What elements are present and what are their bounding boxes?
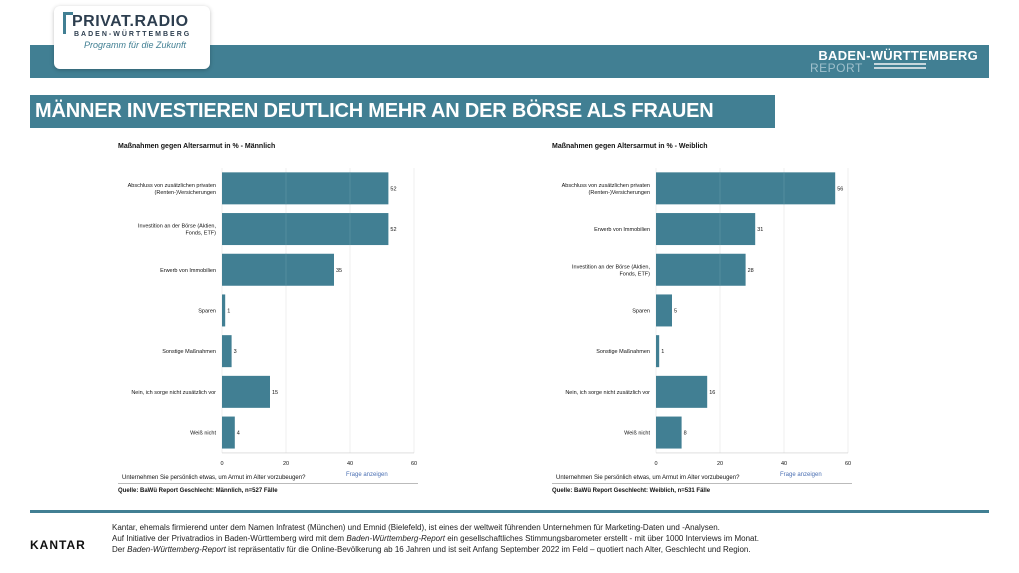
data-label: 31 xyxy=(757,227,763,233)
bar xyxy=(222,253,334,286)
data-label: 35 xyxy=(336,268,342,274)
logo-tagline: Programm für die Zukunft xyxy=(84,40,187,50)
category-label: Sparen xyxy=(632,308,650,314)
tick-label: 0 xyxy=(220,461,223,467)
footer-line-2: Auf Initiative der Privatradios in Baden… xyxy=(112,534,759,543)
category-label: Fonds, ETF) xyxy=(185,231,216,237)
page-headline: MÄNNER INVESTIEREN DEUTLICH MEHR AN DER … xyxy=(30,95,775,128)
data-label: 15 xyxy=(272,390,278,396)
logo-subtitle: BADEN-WÜRTTEMBERG xyxy=(74,31,192,38)
category-label: (Renten-)Versicherungen xyxy=(155,190,216,196)
footer-line-3: Der Baden-Württemberg-Report ist repräse… xyxy=(112,545,751,554)
bar xyxy=(656,253,746,286)
category-label: Nein, ich sorge nicht zusätzlich vor xyxy=(131,390,216,396)
tick-label: 60 xyxy=(411,461,417,467)
bar xyxy=(656,172,836,205)
data-label: 5 xyxy=(674,308,677,314)
data-label: 52 xyxy=(390,227,396,233)
data-label: 1 xyxy=(661,349,664,355)
chart-panel-female: Maßnahmen gegen Altersarmut in % - Weibl… xyxy=(552,140,852,500)
bar xyxy=(656,294,672,327)
category-label: Sonstige Maßnahmen xyxy=(162,349,216,355)
tick-label: 60 xyxy=(845,461,851,467)
footer-line-1: Kantar, ehemals firmierend unter dem Nam… xyxy=(112,523,720,532)
report-lines-icon xyxy=(874,63,926,71)
bar xyxy=(222,416,235,449)
category-label: Sonstige Maßnahmen xyxy=(596,349,650,355)
data-label: 3 xyxy=(234,349,237,355)
data-label: 1 xyxy=(227,308,230,314)
show-question-link[interactable]: Frage anzeigen xyxy=(346,472,388,478)
category-label: Investition an der Börse (Aktien, xyxy=(572,264,650,270)
data-label: 16 xyxy=(709,390,715,396)
data-label: 28 xyxy=(748,268,754,274)
bar xyxy=(656,213,756,246)
chart-source: Quelle: BaWü Report Geschlecht: Weiblich… xyxy=(552,488,711,494)
report-subtitle: REPORT xyxy=(810,61,863,75)
chart-question: Unternehmen Sie persönlich etwas, um Arm… xyxy=(122,475,306,481)
chart-question: Unternehmen Sie persönlich etwas, um Arm… xyxy=(556,475,740,481)
category-label: (Renten-)Versicherungen xyxy=(589,190,650,196)
footer-divider xyxy=(30,510,989,513)
chart-title: Maßnahmen gegen Altersarmut in % - Weibl… xyxy=(552,143,708,150)
category-label: Investition an der Börse (Aktien, xyxy=(138,224,216,230)
tick-label: 40 xyxy=(781,461,787,467)
kantar-logo: KANTAR xyxy=(30,538,86,552)
category-label: Weiß nicht xyxy=(190,431,216,437)
bar xyxy=(656,335,660,368)
bar-chart-female: 56 Abschluss von zusätzlichen privaten(Re… xyxy=(562,168,851,467)
privat-radio-logo xyxy=(54,6,210,69)
category-label: Fonds, ETF) xyxy=(619,271,650,277)
data-label: 8 xyxy=(684,431,687,437)
data-label: 4 xyxy=(237,431,240,437)
logo-bracket-icon xyxy=(63,12,73,34)
category-label: Weiß nicht xyxy=(624,431,650,437)
bar xyxy=(222,335,232,368)
category-label: Abschluss von zusätzlichen privaten xyxy=(562,183,650,189)
category-label: Nein, ich sorge nicht zusätzlich vor xyxy=(565,390,650,396)
report-title: BADEN-WÜRTTEMBERG xyxy=(818,48,978,63)
category-label: Erwerb von Immobilien xyxy=(594,227,650,233)
chart-source: Quelle: BaWü Report Geschlecht: Männlich… xyxy=(118,488,278,494)
bar xyxy=(222,213,389,246)
chart-divider xyxy=(118,483,418,484)
footer-text: Kantar, ehemals firmierend unter dem Nam… xyxy=(112,522,992,555)
bar xyxy=(222,294,226,327)
data-label: 56 xyxy=(837,186,843,192)
logo-title: PRIVAT.RADIO xyxy=(72,13,189,30)
tick-label: 40 xyxy=(347,461,353,467)
tick-label: 0 xyxy=(654,461,657,467)
bar xyxy=(222,375,270,408)
bar-chart-male: 52 Abschluss von zusätzlichen privaten(Re… xyxy=(128,168,417,467)
chart-panel-male: Maßnahmen gegen Altersarmut in % - Männl… xyxy=(118,140,418,500)
category-label: Abschluss von zusätzlichen privaten xyxy=(128,183,216,189)
bar xyxy=(656,375,708,408)
tick-label: 20 xyxy=(717,461,723,467)
category-label: Sparen xyxy=(198,308,216,314)
category-label: Erwerb von Immobilien xyxy=(160,268,216,274)
data-label: 52 xyxy=(390,186,396,192)
chart-divider xyxy=(552,483,852,484)
bar xyxy=(656,416,682,449)
show-question-link[interactable]: Frage anzeigen xyxy=(780,472,822,478)
bar xyxy=(222,172,389,205)
chart-title: Maßnahmen gegen Altersarmut in % - Männl… xyxy=(118,143,276,150)
tick-label: 20 xyxy=(283,461,289,467)
